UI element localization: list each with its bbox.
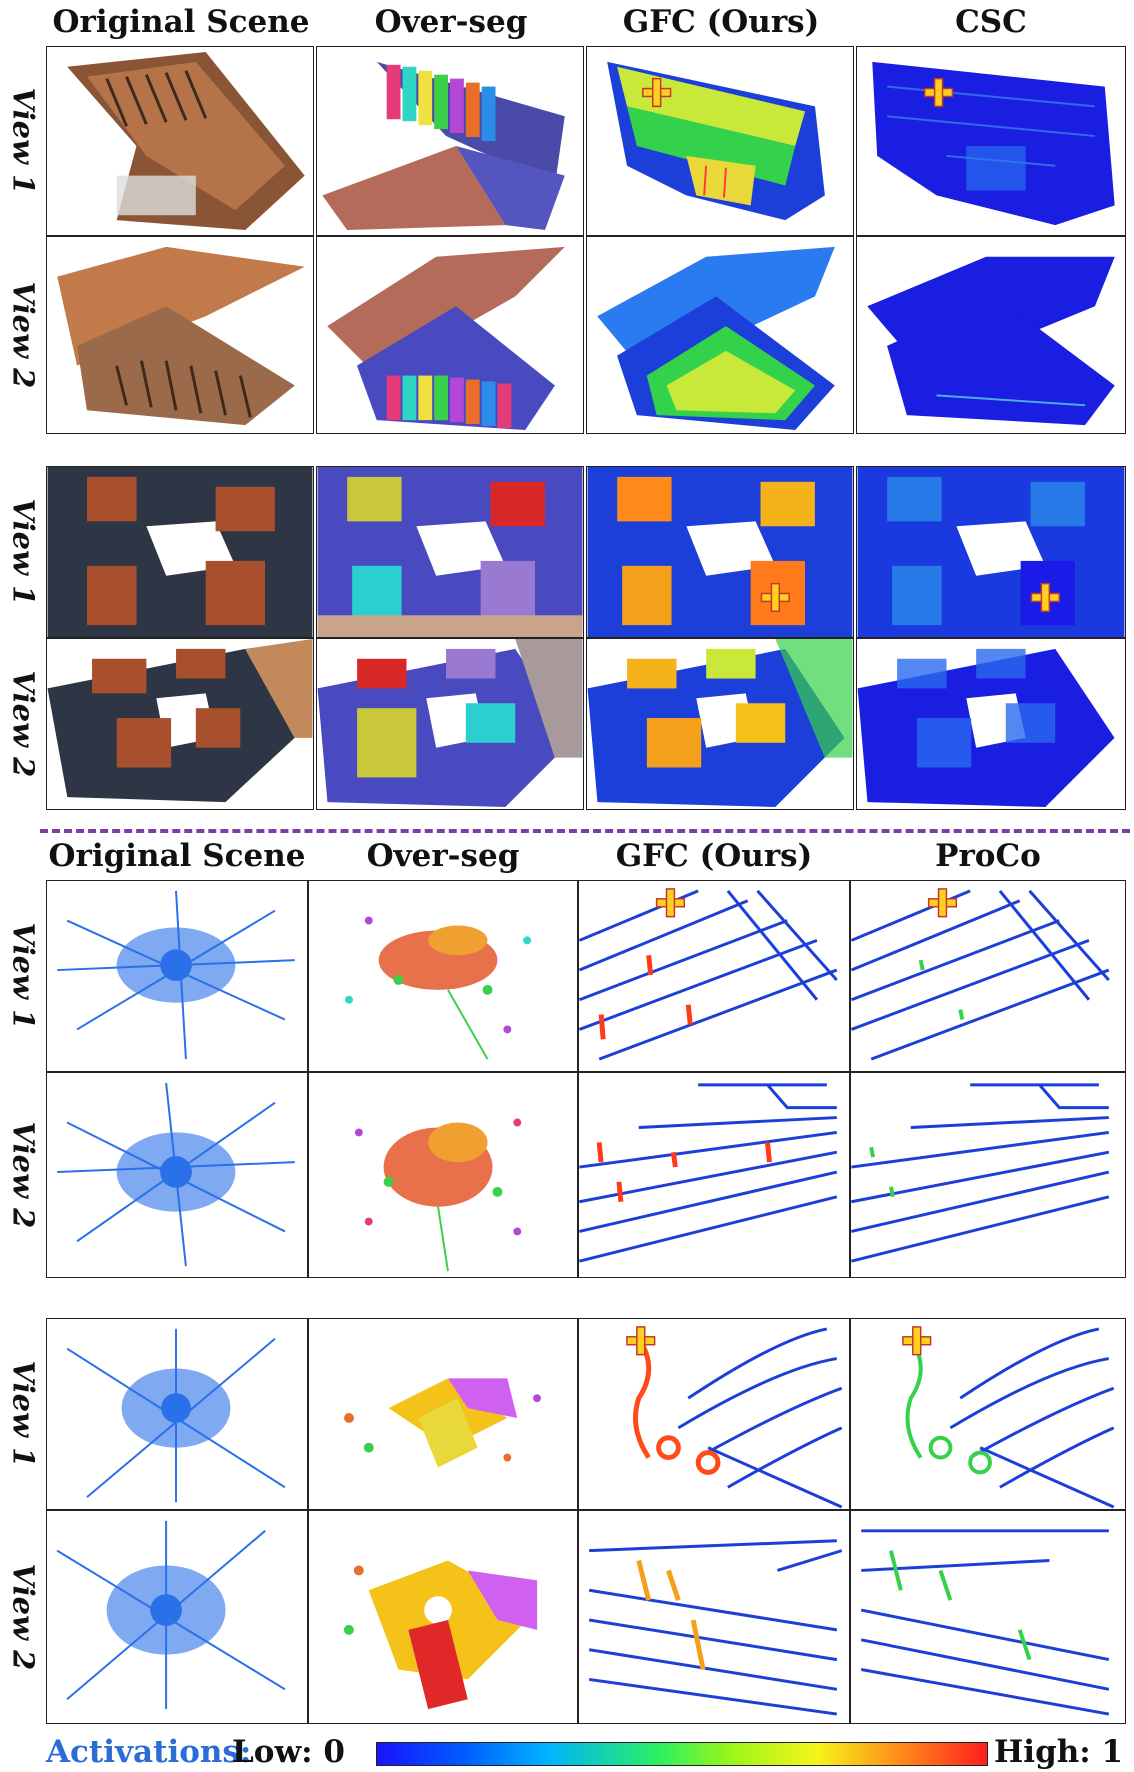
legend-low-label: Low: 0 xyxy=(232,1734,345,1770)
top-scene-b-view1-original xyxy=(46,466,314,638)
top-row-label-view2-a: View 2 xyxy=(6,281,41,389)
plus-marker-icon xyxy=(626,1326,656,1356)
bottom-scene-c-view2-proco xyxy=(850,1072,1126,1278)
bottom-scene-d-view2-gfc xyxy=(578,1510,850,1724)
bottom-scene-c-view1-proco xyxy=(850,880,1126,1072)
bottom-scene-c-view1-gfc xyxy=(578,880,850,1072)
plus-marker-icon xyxy=(902,1326,932,1356)
top-scene-a-view2-csc xyxy=(856,236,1126,434)
activation-colorbar xyxy=(376,1742,988,1766)
legend-title: Activations: xyxy=(46,1734,252,1770)
bottom-scene-d-view1-original xyxy=(46,1318,308,1510)
bottom-header-original-scene: Original Scene xyxy=(48,838,306,874)
top-scene-b-view2-original xyxy=(46,638,314,810)
top-scene-b-view2-overseg xyxy=(316,638,584,810)
plus-marker-icon xyxy=(1030,582,1060,613)
section-divider xyxy=(40,829,1130,833)
top-scene-a-view1-overseg xyxy=(316,46,584,236)
bottom-header-gfc: GFC (Ours) xyxy=(615,838,813,874)
top-header-over-seg: Over-seg xyxy=(374,4,528,40)
top-row-label-view1-b: View 1 xyxy=(6,498,41,606)
top-scene-a-view1-csc xyxy=(856,46,1126,236)
bottom-scene-d-view2-proco xyxy=(850,1510,1126,1724)
top-row-label-view2-b: View 2 xyxy=(6,670,41,778)
bottom-scene-c-view2-gfc xyxy=(578,1072,850,1278)
plus-marker-icon xyxy=(927,888,958,918)
top-scene-b-view1-csc xyxy=(856,466,1126,638)
bottom-scene-d-view1-overseg xyxy=(308,1318,578,1510)
top-scene-a-view2-overseg xyxy=(316,236,584,434)
bottom-scene-c-view2-overseg xyxy=(308,1072,578,1278)
top-header-csc: CSC xyxy=(955,4,1027,40)
plus-marker-icon xyxy=(923,77,954,108)
plus-marker-icon xyxy=(655,888,686,918)
legend-high-label: High: 1 xyxy=(994,1734,1124,1770)
top-scene-b-view2-csc xyxy=(856,638,1126,810)
bottom-scene-d-view1-proco xyxy=(850,1318,1126,1510)
top-scene-a-view1-gfc xyxy=(586,46,854,236)
top-scene-b-view1-gfc xyxy=(586,466,854,638)
bottom-scene-c-view1-overseg xyxy=(308,880,578,1072)
bottom-scene-d-view2-original xyxy=(46,1510,308,1724)
top-scene-b-view2-gfc xyxy=(586,638,854,810)
top-scene-a-view1-original xyxy=(46,46,314,236)
top-header-gfc: GFC (Ours) xyxy=(622,4,820,40)
top-scene-a-view2-gfc xyxy=(586,236,854,434)
bottom-scene-c-view1-original xyxy=(46,880,308,1072)
bottom-row-label-view2-a: View 2 xyxy=(6,1121,41,1229)
top-row-label-view1-a: View 1 xyxy=(6,87,41,195)
bottom-header-over-seg: Over-seg xyxy=(366,838,520,874)
bottom-row-label-view1-b: View 1 xyxy=(6,1360,41,1468)
plus-marker-icon xyxy=(760,582,790,613)
top-header-original-scene: Original Scene xyxy=(52,4,310,40)
bottom-row-label-view1-a: View 1 xyxy=(6,922,41,1030)
bottom-scene-d-view1-gfc xyxy=(578,1318,850,1510)
bottom-header-proco: ProCo xyxy=(935,838,1041,874)
top-scene-a-view2-original xyxy=(46,236,314,434)
top-scene-b-view1-overseg xyxy=(316,466,584,638)
plus-marker-icon xyxy=(642,77,672,108)
bottom-scene-c-view2-original xyxy=(46,1072,308,1278)
bottom-row-label-view2-b: View 2 xyxy=(6,1563,41,1671)
bottom-scene-d-view2-overseg xyxy=(308,1510,578,1724)
